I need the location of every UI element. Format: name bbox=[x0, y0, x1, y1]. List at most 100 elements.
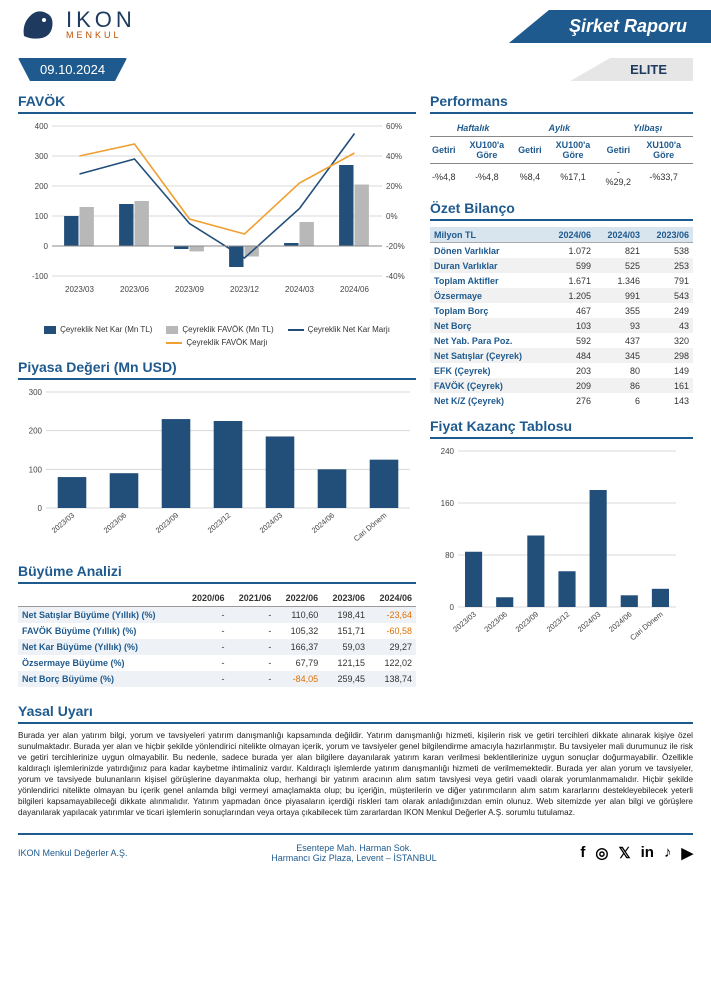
bal-cell: 6 bbox=[595, 393, 644, 408]
footer-address: Esentepe Mah. Harman Sok. Harmancı Giz P… bbox=[128, 843, 581, 863]
perf-subhead: Getiri bbox=[602, 137, 634, 164]
lion-icon bbox=[18, 4, 58, 44]
growth-cell: - bbox=[228, 639, 275, 655]
svg-text:200: 200 bbox=[29, 427, 43, 436]
svg-text:0: 0 bbox=[450, 603, 455, 612]
youtube-icon[interactable]: ▶ bbox=[681, 844, 693, 862]
bal-row-label: Dönen Varlıklar bbox=[430, 243, 546, 259]
bal-cell: 543 bbox=[644, 288, 693, 303]
growth-col: 2024/06 bbox=[369, 590, 416, 607]
bal-cell: 525 bbox=[595, 258, 644, 273]
bal-row-label: FAVÖK (Çeyrek) bbox=[430, 378, 546, 393]
bal-cell: 437 bbox=[595, 333, 644, 348]
svg-text:0%: 0% bbox=[386, 212, 398, 221]
growth-cell: 59,03 bbox=[322, 639, 369, 655]
svg-text:2024/06: 2024/06 bbox=[340, 285, 369, 294]
bal-cell: 80 bbox=[595, 363, 644, 378]
svg-text:2023/12: 2023/12 bbox=[545, 610, 572, 634]
bal-cell: 149 bbox=[644, 363, 693, 378]
bal-row: Net Borç1039343 bbox=[430, 318, 693, 333]
ozet-title: Özet Bilanço bbox=[430, 200, 693, 221]
brand-name: IKON bbox=[66, 9, 136, 31]
svg-text:2023/06: 2023/06 bbox=[102, 511, 129, 535]
growth-cell: - bbox=[228, 655, 275, 671]
favok-title: FAVÖK bbox=[18, 93, 416, 114]
svg-text:240: 240 bbox=[441, 447, 455, 456]
growth-row: Net Kar Büyüme (Yıllık) (%)--166,3759,03… bbox=[18, 639, 416, 655]
svg-text:2024/03: 2024/03 bbox=[576, 610, 603, 634]
growth-cell: -84,05 bbox=[275, 671, 322, 687]
linkedin-icon[interactable]: in bbox=[641, 844, 654, 862]
logo: IKON MENKUL bbox=[18, 4, 136, 44]
bal-cell: 249 bbox=[644, 303, 693, 318]
perf-subhead: XU100'a Göre bbox=[634, 137, 693, 164]
svg-text:160: 160 bbox=[441, 499, 455, 508]
bal-cell: 991 bbox=[595, 288, 644, 303]
svg-text:2023/03: 2023/03 bbox=[50, 511, 77, 535]
bal-row-label: Toplam Borç bbox=[430, 303, 546, 318]
svg-text:20%: 20% bbox=[386, 182, 402, 191]
bal-row-label: Özsermaye bbox=[430, 288, 546, 303]
svg-text:2023/03: 2023/03 bbox=[451, 610, 478, 634]
svg-text:-20%: -20% bbox=[386, 242, 405, 251]
legend-item: Çeyreklik FAVÖK Marjı bbox=[166, 338, 267, 347]
svg-text:0: 0 bbox=[38, 504, 43, 513]
perf-cell: -%4,8 bbox=[458, 164, 517, 191]
bal-row: Net K/Z (Çeyrek)2766143 bbox=[430, 393, 693, 408]
svg-text:2023/09: 2023/09 bbox=[154, 511, 181, 535]
growth-cell: 29,27 bbox=[369, 639, 416, 655]
growth-cell: - bbox=[182, 671, 229, 687]
svg-text:2024/06: 2024/06 bbox=[607, 610, 634, 634]
perf-cell: -%33,7 bbox=[634, 164, 693, 191]
bal-cell: 143 bbox=[644, 393, 693, 408]
report-date: 09.10.2024 bbox=[18, 58, 127, 81]
bal-row-label: EFK (Çeyrek) bbox=[430, 363, 546, 378]
instagram-icon[interactable]: ◎ bbox=[595, 844, 608, 862]
perf-subhead: Getiri bbox=[430, 137, 458, 164]
svg-text:2023/06: 2023/06 bbox=[120, 285, 149, 294]
svg-text:40%: 40% bbox=[386, 152, 402, 161]
bal-cell: 821 bbox=[595, 243, 644, 259]
perf-subhead: Getiri bbox=[516, 137, 544, 164]
growth-row-label: FAVÖK Büyüme (Yıllık) (%) bbox=[18, 623, 182, 639]
svg-text:300: 300 bbox=[35, 152, 49, 161]
yasal-title: Yasal Uyarı bbox=[18, 703, 693, 724]
bal-cell: 467 bbox=[546, 303, 595, 318]
bal-row-label: Duran Varlıklar bbox=[430, 258, 546, 273]
bal-row: Dönen Varlıklar1.072821538 bbox=[430, 243, 693, 259]
bal-cell: 538 bbox=[644, 243, 693, 259]
fiyat-chart: 0801602402023/032023/062023/092023/12202… bbox=[430, 445, 693, 648]
bal-cell: 203 bbox=[546, 363, 595, 378]
growth-cell: 121,15 bbox=[322, 655, 369, 671]
brand-sub: MENKUL bbox=[66, 31, 136, 40]
svg-text:2023/06: 2023/06 bbox=[482, 610, 509, 634]
bal-row-label: Toplam Aktifler bbox=[430, 273, 546, 288]
bal-row-label: Net Yab. Para Poz. bbox=[430, 333, 546, 348]
svg-text:Cari Dönem: Cari Dönem bbox=[628, 610, 664, 643]
growth-col: 2023/06 bbox=[322, 590, 369, 607]
bal-cell: 1.205 bbox=[546, 288, 595, 303]
bal-col: 2024/03 bbox=[595, 227, 644, 243]
piyasa-title: Piyasa Değeri (Mn USD) bbox=[18, 359, 416, 380]
svg-text:2023/12: 2023/12 bbox=[230, 285, 259, 294]
tiktok-icon[interactable]: ♪ bbox=[664, 844, 672, 862]
x-icon[interactable]: 𝕏 bbox=[619, 844, 631, 862]
favok-chart: -1000100200300400-40%-20%0%20%40%60%2023… bbox=[18, 120, 416, 347]
growth-cell: 122,02 bbox=[369, 655, 416, 671]
piyasa-chart: 01002003002023/032023/062023/092023/1220… bbox=[18, 386, 416, 549]
bal-col: 2023/06 bbox=[644, 227, 693, 243]
footer: IKON Menkul Değerler A.Ş. Esentepe Mah. … bbox=[18, 833, 693, 873]
growth-cell: 138,74 bbox=[369, 671, 416, 687]
growth-cell: - bbox=[182, 639, 229, 655]
growth-cell: -60,58 bbox=[369, 623, 416, 639]
bal-cell: 276 bbox=[546, 393, 595, 408]
svg-text:2023/03: 2023/03 bbox=[65, 285, 94, 294]
bal-row-label: Net K/Z (Çeyrek) bbox=[430, 393, 546, 408]
facebook-icon[interactable]: f bbox=[580, 844, 585, 862]
growth-row: Net Satışlar Büyüme (Yıllık) (%)--110,60… bbox=[18, 607, 416, 624]
bal-cell: 355 bbox=[595, 303, 644, 318]
growth-row-label: Net Satışlar Büyüme (Yıllık) (%) bbox=[18, 607, 182, 624]
perf-cell: -%29,2 bbox=[602, 164, 634, 191]
growth-col: 2022/06 bbox=[275, 590, 322, 607]
performance-table: HaftalıkAylıkYılbaşı GetiriXU100'a GöreG… bbox=[430, 120, 693, 190]
